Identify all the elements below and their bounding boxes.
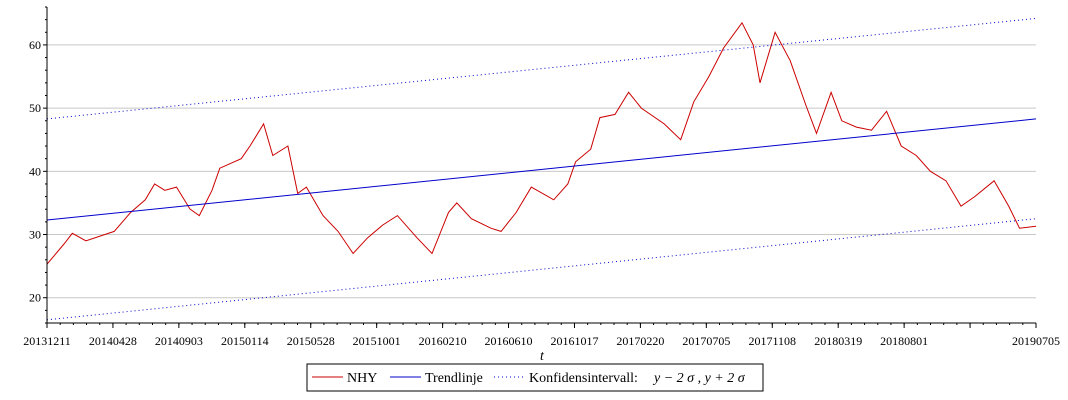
y-tick-label: 30 (29, 228, 41, 242)
series-nhy (46, 21, 1037, 265)
x-tick-label: 20150528 (287, 334, 335, 348)
x-ticks: 20131211 20140428 20140903 20150114 20150528… (23, 323, 1060, 348)
axes (46, 7, 1036, 324)
gridlines (47, 44, 1036, 299)
legend-label-nhy: NHY (347, 371, 377, 386)
x-tick-label: 20160610 (485, 334, 533, 348)
x-tick-label: 20180801 (880, 334, 928, 348)
legend-formula: y − 2 σ , y + 2 σ (652, 371, 746, 386)
series-konfidensintervall-upper (46, 17, 1037, 120)
x-tick-label: 20140428 (89, 334, 137, 348)
y-tick-label: 50 (29, 101, 41, 115)
legend-box (306, 363, 764, 392)
series-konfidensintervall-lower (46, 218, 1037, 321)
y-ticks: 20 30 40 50 60 (29, 6, 47, 324)
x-tick-label: 20170705 (682, 334, 730, 348)
series-layer (46, 17, 1037, 321)
x-axis-label: t (540, 349, 545, 364)
x-tick-label: 20190705 (1012, 334, 1060, 348)
x-tick-label: 20151001 (353, 334, 401, 348)
legend: NHY Trendlinje Konfidensintervall: y − 2… (306, 363, 764, 392)
x-tick-label: 20180319 (814, 334, 862, 348)
x-tick-label: 20131211 (23, 334, 71, 348)
y-tick-label: 40 (29, 164, 41, 178)
series-trendlinje (46, 118, 1037, 221)
x-tick-label: 20171108 (748, 334, 796, 348)
legend-label-trend: Trendlinje (425, 371, 483, 386)
y-tick-label: 20 (29, 291, 41, 305)
y-tick-label: 60 (29, 38, 41, 52)
x-tick-label: 20150114 (221, 334, 269, 348)
x-tick-label: 20170220 (616, 334, 664, 348)
x-tick-label: 20161017 (550, 334, 598, 348)
x-tick-label: 20140903 (155, 334, 203, 348)
legend-label-band: Konfidensintervall: (529, 371, 638, 386)
x-tick-label: 20160210 (419, 334, 467, 348)
